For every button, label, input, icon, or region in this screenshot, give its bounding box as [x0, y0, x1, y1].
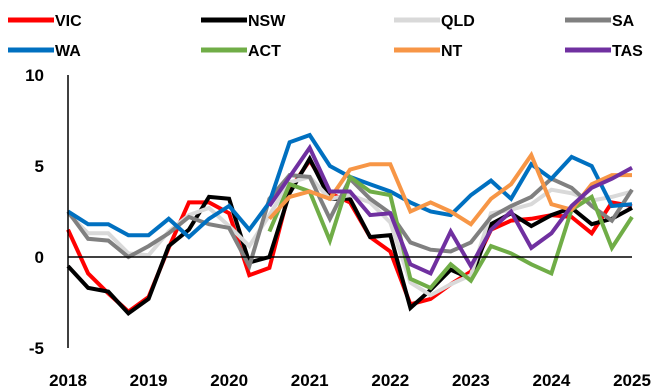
legend-item-qld: QLD — [394, 13, 475, 30]
legend-label: NSW — [248, 13, 286, 30]
x-tick-label: 2022 — [371, 371, 409, 389]
legend-label: VIC — [55, 13, 82, 30]
legend-item-nt: NT — [394, 43, 463, 60]
y-tick-label: 10 — [25, 66, 44, 85]
series-line-wa — [66, 132, 633, 240]
x-tick-label: 2018 — [49, 371, 87, 389]
legend-item-act: ACT — [201, 43, 281, 60]
legend-label: WA — [55, 43, 81, 60]
legend-item-tas: TAS — [565, 43, 643, 60]
x-tick-label: 2023 — [452, 371, 490, 389]
y-tick-label: 5 — [35, 157, 44, 176]
legend-item-vic: VIC — [8, 13, 82, 30]
legend-item-wa: WA — [8, 43, 81, 60]
x-tick-label: 2024 — [533, 371, 571, 389]
series-line-nsw — [66, 154, 633, 317]
series-line-nt — [267, 150, 632, 227]
plot-area — [66, 132, 634, 317]
legend-item-nsw: NSW — [201, 13, 286, 30]
axes: -5 0 5 10 2018 2019 2020 2021 2022 2023 2024 2025 — [25, 66, 651, 389]
legend-label: SA — [612, 13, 635, 30]
x-tick-label: 2020 — [210, 371, 248, 389]
legend: VIC NSW QLD SA WA ACT NT TAS — [8, 13, 643, 60]
legend-item-sa: SA — [565, 13, 635, 30]
legend-label: TAS — [612, 43, 643, 60]
y-tick-label: 0 — [35, 248, 44, 267]
y-tick-label: -5 — [29, 339, 44, 358]
legend-label: NT — [441, 43, 463, 60]
legend-label: ACT — [248, 43, 281, 60]
x-tick-label: 2019 — [130, 371, 168, 389]
x-tick-label: 2025 — [613, 371, 651, 389]
legend-label: QLD — [441, 13, 475, 30]
x-tick-label: 2021 — [291, 371, 329, 389]
series-line-tas — [267, 143, 633, 277]
